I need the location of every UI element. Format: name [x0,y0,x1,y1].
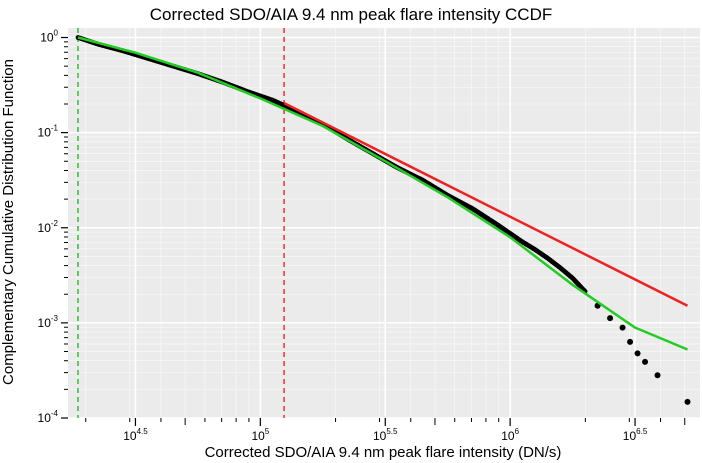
lognormal-fit-line [77,36,688,351]
threshold-lines [77,28,285,418]
data-point [634,350,641,357]
data-point [627,338,634,345]
y-tick-label: 10-2 [38,219,59,235]
grid [68,28,700,419]
x-tick-labels: 104.5 105 105.5 106 106.5 [123,427,648,443]
minor-ticks [61,36,686,426]
x-tick-label: 105.5 [373,427,398,443]
data-point [607,315,614,322]
y-axis-label: Complementary Cumulative Distribution Fu… [0,59,17,385]
data-point [619,324,626,331]
chart-title: Corrected SDO/AIA 9.4 nm peak flare inte… [150,5,553,24]
data-series [75,35,691,405]
plot-area [68,28,700,418]
y-tick-label: 100 [40,29,58,45]
x-tick-label: 104.5 [123,427,148,443]
y-tick-labels: 100 10-1 10-2 10-3 10-4 [38,29,59,425]
y-tick-label: 10-3 [38,314,59,330]
data-point [684,398,691,405]
powerlaw-fit-line [283,101,689,307]
x-tick-label: 106.5 [623,427,648,443]
x-axis-label: Corrected SDO/AIA 9.4 nm peak flare inte… [205,444,562,461]
data-point [642,358,649,365]
y-tick-label: 10-1 [38,124,59,140]
data-point [654,372,661,379]
x-tick-label: 106 [501,427,519,443]
x-tick-label: 105 [251,427,269,443]
y-tick-label: 10-4 [38,409,59,425]
